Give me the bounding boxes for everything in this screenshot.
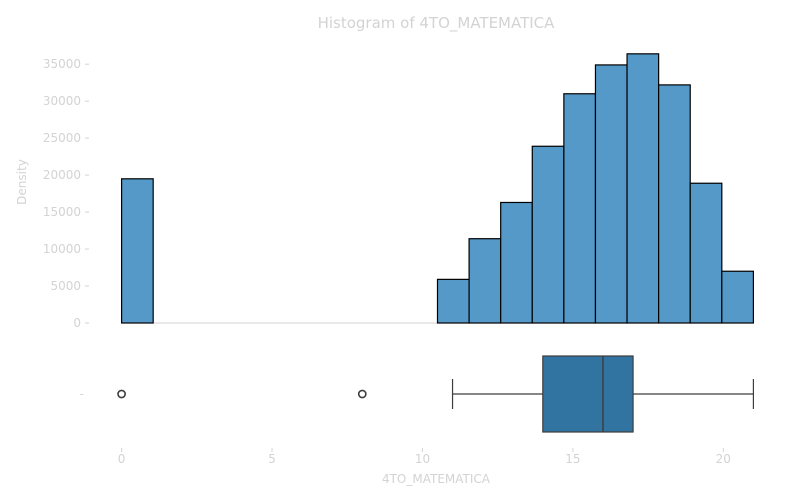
boxplot-category-label: - [80, 387, 84, 401]
histogram-bar [626, 53, 660, 324]
histogram-panel: 0 5000 10000 15000 20000 25000 30000 35000 [43, 53, 755, 330]
y-tick-label: 15000 [43, 205, 81, 219]
chart-title: Histogram of 4TO_MATEMATICA [318, 14, 556, 33]
histogram-bar [500, 201, 533, 324]
histogram-bar [689, 182, 723, 324]
x-tick-label: 10 [415, 452, 430, 466]
histogram-bar [594, 64, 628, 324]
y-tick-label: 30000 [43, 94, 81, 108]
boxplot-panel: - [80, 355, 755, 433]
x-tick-label: 0 [118, 452, 126, 466]
x-axis-label: 4TO_MATEMATICA [382, 472, 491, 486]
histogram-bar [563, 93, 597, 324]
y-tick-label: 25000 [43, 131, 81, 145]
x-tick-label: 15 [565, 452, 580, 466]
y-tick-label: 10000 [43, 242, 81, 256]
histogram-bar [120, 178, 154, 324]
histogram-bar [721, 270, 755, 324]
histogram-bar [531, 145, 565, 324]
y-tick-label: 0 [73, 316, 81, 330]
boxplot-outlier [117, 389, 126, 399]
x-tick-label: 5 [268, 452, 276, 466]
x-axis-ticks: 0 5 10 15 20 [118, 448, 731, 466]
y-tick-label: 20000 [43, 168, 81, 182]
histogram-bar [468, 238, 502, 324]
y-tick-label: 35000 [43, 57, 81, 71]
y-axis-label: Density [15, 159, 29, 205]
histogram-bar [436, 278, 470, 324]
x-tick-label: 20 [716, 452, 731, 466]
y-tick-label: 5000 [50, 279, 81, 293]
boxplot-box [542, 355, 634, 433]
histogram-bar [658, 84, 691, 324]
boxplot-outlier [357, 389, 367, 399]
